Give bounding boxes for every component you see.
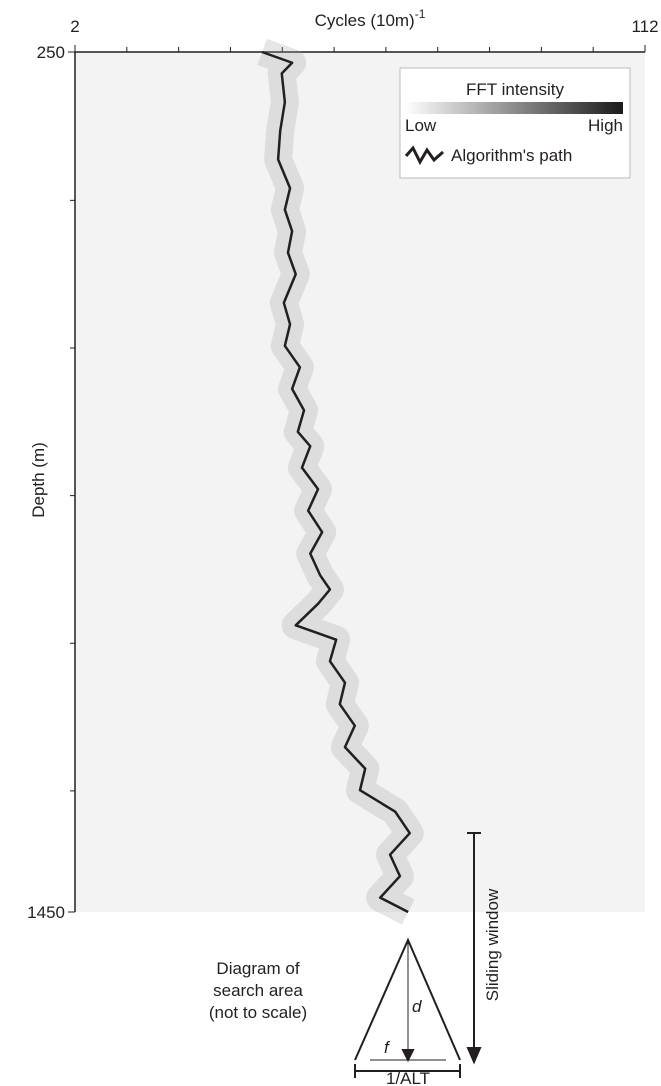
legend-high: High <box>588 116 623 135</box>
y-tick-label: 250 <box>37 43 65 62</box>
annotation: d <box>412 997 422 1016</box>
legend-box <box>399 67 631 179</box>
annotation: (not to scale) <box>209 1003 307 1022</box>
legend: FFT intensity Low High Algorithm's path <box>399 67 631 179</box>
annotation: search area <box>213 981 303 1000</box>
x-axis-label: Cycles (10m)-1 <box>315 7 426 30</box>
x-tick-label: 112 <box>631 17 658 36</box>
legend-label: Algorithm's path <box>451 146 572 165</box>
y-tick-label: 1450 <box>27 903 65 922</box>
annotation: f <box>384 1038 391 1057</box>
legend-low: Low <box>405 116 437 135</box>
search-diagram <box>354 832 482 1078</box>
annotation: Diagram of <box>216 959 299 978</box>
path-line <box>261 50 411 914</box>
annotation: 1/ALT <box>386 1069 430 1086</box>
arrow-head <box>401 1049 415 1063</box>
plot-area <box>75 52 645 912</box>
annotation: Sliding window <box>483 888 502 1001</box>
legend-title: FFT intensity <box>466 80 564 99</box>
y-axis-label: Depth (m) <box>29 442 48 518</box>
colorbar <box>405 102 623 114</box>
x-tick-label: 2 <box>70 17 79 36</box>
arrow-head <box>466 1047 482 1065</box>
legend-line <box>404 145 444 166</box>
